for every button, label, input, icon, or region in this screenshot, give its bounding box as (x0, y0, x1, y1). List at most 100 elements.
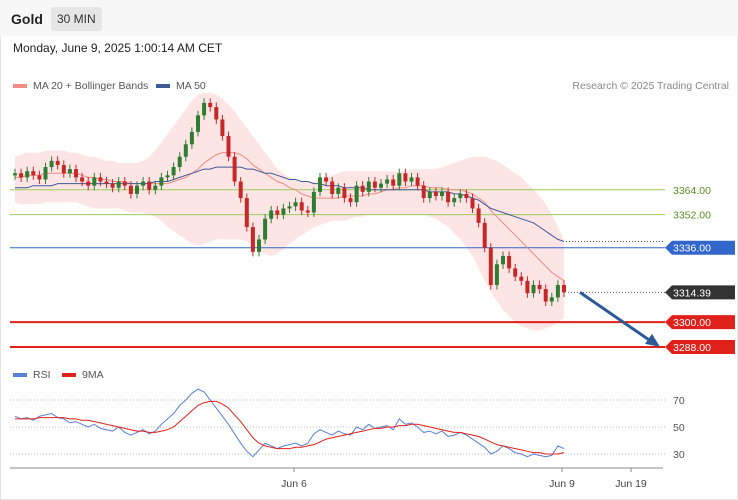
candle-body-85 (531, 284, 536, 294)
candle-13 (92, 172, 97, 191)
candle-0 (13, 168, 17, 180)
candle-body-33 (214, 107, 219, 120)
candle-53 (336, 183, 341, 199)
candle-body-14 (98, 177, 103, 182)
candle-50 (318, 172, 322, 197)
current-price-label: 3314.39 (673, 287, 711, 299)
candle-body-78 (488, 247, 493, 285)
level-label-3364.00: 3364.00 (673, 185, 711, 197)
candle-8 (61, 160, 66, 178)
candle-23 (153, 181, 158, 195)
candle-body-60 (379, 183, 383, 188)
candle-body-90 (562, 284, 566, 293)
rsi-line (14, 388, 565, 458)
timeframe-button[interactable]: 30 MIN (51, 7, 102, 31)
candle-83 (519, 272, 524, 286)
candle-body-58 (366, 181, 371, 192)
candle-body-69 (433, 191, 438, 197)
candle-body-52 (330, 181, 335, 194)
candle-42 (269, 205, 274, 224)
candle-49 (311, 187, 316, 218)
candle-35 (226, 131, 231, 162)
rsi-panel: 70 50 30 (10, 388, 685, 461)
candle-body-19 (128, 185, 133, 194)
candle-70 (440, 187, 444, 201)
candle-body-49 (311, 191, 316, 213)
candle-body-34 (220, 119, 225, 137)
candle-65 (409, 172, 414, 187)
price-tags-layer: 3364.00 3352.00 3336.00 3300.00 3288.00 3314.… (566, 185, 735, 354)
ma50-legend-label: MA 50 (176, 80, 206, 92)
time-tick-1: Jun 9 (549, 478, 575, 490)
candle-21 (141, 176, 146, 191)
candle-3 (31, 166, 36, 180)
candle-67 (421, 181, 426, 203)
candle-body-59 (372, 181, 377, 188)
candle-body-5 (43, 167, 48, 180)
candle-body-89 (555, 284, 560, 298)
candle-body-65 (409, 177, 414, 182)
rsi-legend-label: RSI (33, 369, 51, 381)
ma50-swatch (156, 84, 170, 88)
candle-body-53 (336, 187, 341, 194)
candle-84 (525, 276, 530, 298)
time-tick-2: Jun 19 (615, 478, 647, 490)
candle-body-73 (458, 193, 463, 199)
candle-72 (452, 193, 457, 207)
candle-body-25 (165, 175, 170, 178)
level-tag-3336.00 (665, 240, 735, 255)
candle-body-8 (61, 164, 66, 174)
candle-61 (385, 174, 390, 189)
candle-88 (549, 292, 554, 307)
candle-body-7 (55, 160, 60, 165)
candle-body-11 (80, 177, 85, 182)
candle-body-16 (110, 183, 115, 188)
candle-body-79 (494, 264, 499, 285)
candle-4 (37, 170, 42, 185)
candle-48 (305, 205, 310, 218)
candle-40 (257, 234, 261, 257)
candle-10 (74, 164, 78, 182)
candle-body-61 (385, 179, 390, 184)
level-tag-3300.00 (665, 315, 735, 330)
candle-63 (397, 168, 402, 191)
level-label-3336.00: 3336.00 (673, 243, 711, 255)
candle-45 (287, 201, 292, 213)
candle-64 (403, 168, 408, 187)
candle-38 (244, 193, 249, 232)
candle-body-66 (415, 177, 420, 186)
candle-24 (159, 172, 164, 191)
candle-39 (250, 222, 255, 257)
ma20-swatch (13, 84, 27, 88)
candle-body-26 (171, 167, 176, 176)
candle-body-38 (244, 198, 249, 228)
candle-26 (171, 162, 176, 180)
candle-31 (202, 98, 207, 120)
candle-body-46 (293, 202, 298, 207)
candle-body-12 (86, 181, 91, 186)
candle-body-35 (226, 136, 231, 157)
candle-body-37 (238, 181, 243, 199)
candle-body-71 (446, 191, 451, 203)
candle-33 (214, 102, 219, 125)
candle-55 (348, 193, 353, 207)
candle-body-86 (537, 284, 542, 290)
candle-51 (324, 172, 329, 187)
candle-9 (67, 164, 72, 178)
legend-ma20: MA 20 + Bollinger Bands (13, 80, 148, 92)
candle-body-84 (525, 280, 530, 294)
legend-rsi: RSI (13, 369, 51, 381)
candle-25 (165, 170, 170, 182)
candle-body-76 (476, 208, 481, 223)
candle-71 (446, 187, 451, 207)
candle-68 (427, 187, 432, 203)
candle-41 (263, 214, 268, 244)
candle-body-67 (421, 185, 426, 199)
candle-body-27 (177, 156, 182, 168)
candle-body-36 (232, 156, 237, 182)
candle-15 (104, 176, 109, 189)
candle-2 (25, 166, 30, 182)
current-price-tag (665, 285, 735, 300)
candle-body-21 (141, 181, 146, 186)
candle-body-56 (354, 185, 359, 203)
